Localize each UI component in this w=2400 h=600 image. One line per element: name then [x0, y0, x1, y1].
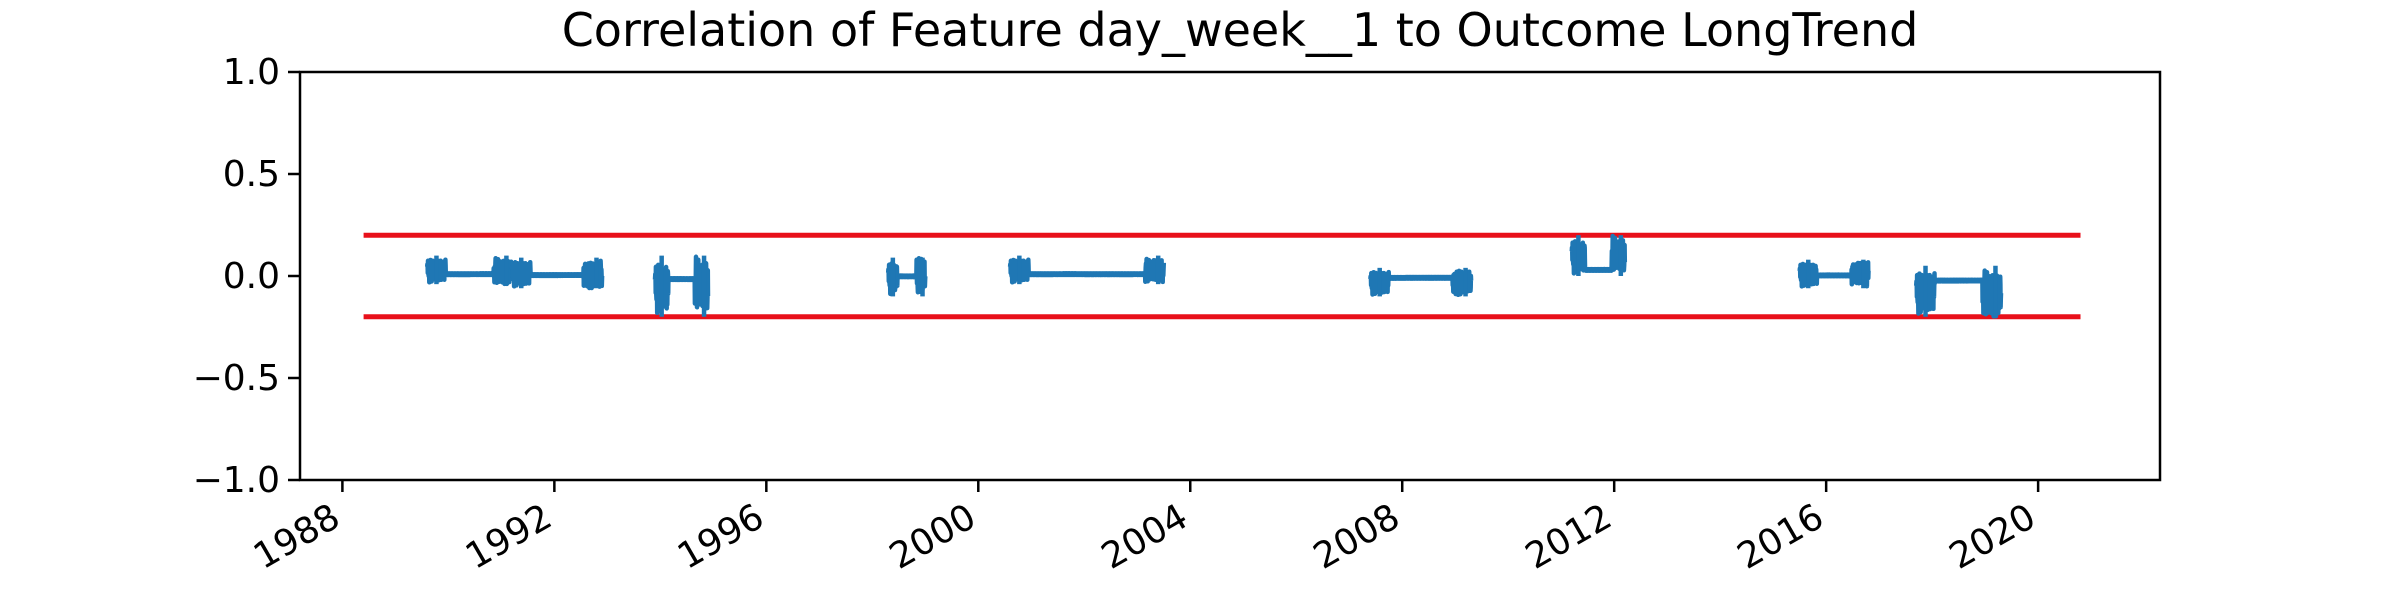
x-tick-label: 2016 [1731, 496, 1831, 577]
x-tick-label: 2000 [883, 496, 983, 577]
x-tick-label: 1988 [247, 496, 347, 577]
x-axis: 1988 1992 1996 2000 2004 2008 2012 2016 2020 [247, 480, 2043, 578]
y-axis: −1.0 −0.5 0.0 0.5 1.0 [193, 52, 300, 501]
x-tick-label: 1996 [671, 496, 771, 577]
x-tick-label: 2004 [1095, 496, 1195, 577]
series-segment [1913, 268, 2004, 319]
threshold-lines [363, 232, 2081, 320]
y-tick-label: 0.0 [223, 256, 280, 297]
series-segment [1007, 256, 1167, 285]
y-tick-label: 0.5 [223, 154, 280, 195]
x-tick-label: 2008 [1307, 496, 1407, 577]
x-tick-label: 2012 [1519, 496, 1619, 577]
y-tick-label: −1.0 [193, 460, 280, 501]
series-segment [1797, 260, 1871, 289]
series-segment [424, 256, 515, 287]
x-tick-label: 1992 [459, 496, 559, 577]
series-line [424, 233, 2004, 319]
x-tick-label: 2020 [1943, 496, 2043, 577]
y-tick-label: −0.5 [193, 358, 280, 399]
chart-title: Correlation of Feature day_week__1 to Ou… [562, 3, 1919, 57]
series-segment [1368, 268, 1474, 298]
series-segment [509, 258, 605, 291]
y-tick-label: 1.0 [223, 52, 280, 93]
